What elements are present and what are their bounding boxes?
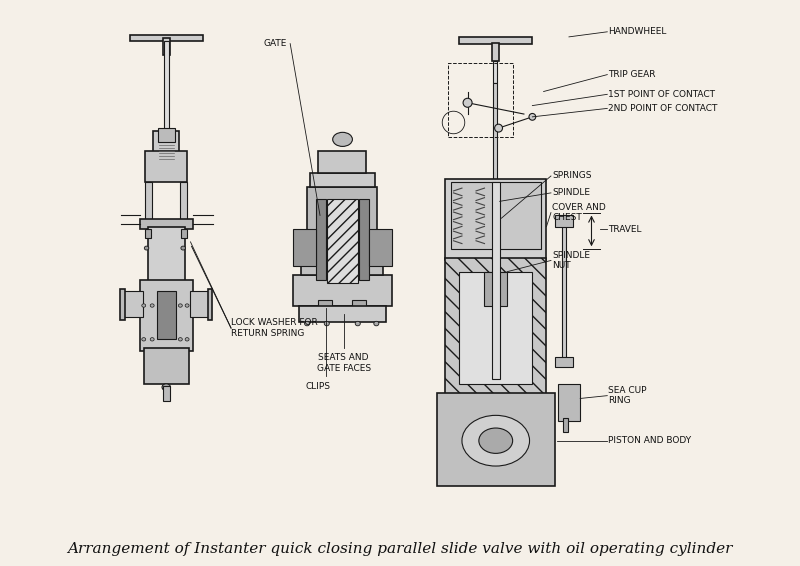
- Bar: [144, 348, 189, 384]
- Bar: [146, 229, 151, 238]
- Text: SEA CUP
RING: SEA CUP RING: [608, 386, 647, 405]
- Ellipse shape: [462, 415, 530, 466]
- Bar: [122, 291, 142, 317]
- Bar: [120, 289, 125, 320]
- Text: CLIPS: CLIPS: [306, 381, 331, 391]
- Bar: [130, 35, 203, 41]
- Text: PISTON AND BODY: PISTON AND BODY: [608, 436, 691, 445]
- Bar: [302, 243, 383, 275]
- Ellipse shape: [324, 321, 330, 326]
- Text: SPRINGS: SPRINGS: [552, 171, 591, 181]
- Bar: [492, 182, 500, 379]
- Bar: [298, 306, 386, 323]
- Bar: [562, 221, 566, 362]
- Text: LOCK WASHER FOR
RETURN SPRING: LOCK WASHER FOR RETURN SPRING: [231, 318, 318, 338]
- Text: TRIP GEAR: TRIP GEAR: [608, 70, 656, 79]
- Text: COVER AND
CHEST: COVER AND CHEST: [552, 203, 606, 222]
- Bar: [445, 258, 546, 396]
- Ellipse shape: [529, 113, 536, 120]
- Bar: [158, 128, 174, 142]
- Bar: [190, 291, 211, 317]
- Bar: [318, 300, 333, 308]
- Text: GATE: GATE: [264, 39, 287, 48]
- Ellipse shape: [142, 338, 146, 341]
- Ellipse shape: [150, 338, 154, 341]
- Ellipse shape: [162, 384, 170, 391]
- Bar: [493, 61, 498, 83]
- Bar: [163, 385, 170, 401]
- Bar: [140, 280, 193, 350]
- Bar: [164, 41, 169, 136]
- Text: 1ST POINT OF CONTACT: 1ST POINT OF CONTACT: [608, 90, 715, 99]
- Text: SPINDLE: SPINDLE: [552, 188, 590, 198]
- Bar: [146, 151, 187, 182]
- Bar: [154, 131, 179, 153]
- Bar: [558, 384, 580, 421]
- Ellipse shape: [178, 304, 182, 307]
- Ellipse shape: [178, 338, 182, 341]
- Text: TRAVEL: TRAVEL: [608, 225, 642, 234]
- Bar: [293, 275, 391, 306]
- Ellipse shape: [181, 246, 186, 250]
- Bar: [208, 289, 213, 320]
- Bar: [450, 182, 541, 249]
- Bar: [293, 229, 315, 266]
- Bar: [459, 37, 532, 44]
- Ellipse shape: [185, 304, 189, 307]
- Bar: [369, 229, 391, 266]
- Bar: [359, 199, 369, 280]
- Ellipse shape: [374, 321, 379, 326]
- Bar: [493, 83, 498, 182]
- Bar: [157, 291, 176, 340]
- Bar: [148, 226, 185, 283]
- Bar: [318, 151, 366, 173]
- Bar: [307, 187, 378, 243]
- Text: Arrangement of Instanter quick closing parallel slide valve with oil operating c: Arrangement of Instanter quick closing p…: [67, 542, 733, 556]
- Bar: [163, 38, 170, 55]
- Ellipse shape: [333, 132, 353, 147]
- Bar: [180, 182, 187, 226]
- Ellipse shape: [494, 124, 502, 132]
- Bar: [445, 179, 546, 260]
- Ellipse shape: [150, 304, 154, 307]
- Bar: [182, 229, 187, 238]
- Bar: [315, 199, 326, 280]
- Bar: [485, 272, 507, 306]
- Ellipse shape: [142, 304, 146, 307]
- Text: SPINDLE
NUT: SPINDLE NUT: [552, 251, 590, 270]
- Bar: [563, 418, 568, 432]
- Bar: [352, 300, 366, 308]
- Bar: [437, 393, 555, 486]
- Bar: [459, 272, 532, 384]
- Ellipse shape: [463, 98, 472, 108]
- Bar: [492, 42, 498, 61]
- Bar: [555, 357, 573, 367]
- Bar: [555, 216, 573, 226]
- Text: SEATS AND
GATE FACES: SEATS AND GATE FACES: [317, 353, 370, 373]
- Bar: [326, 199, 358, 283]
- Ellipse shape: [479, 428, 513, 453]
- Bar: [140, 220, 193, 229]
- Text: HANDWHEEL: HANDWHEEL: [608, 27, 666, 36]
- Ellipse shape: [144, 246, 149, 250]
- Text: 2ND POINT OF CONTACT: 2ND POINT OF CONTACT: [608, 104, 718, 113]
- Bar: [146, 182, 152, 226]
- Ellipse shape: [305, 321, 310, 326]
- Bar: [448, 63, 513, 136]
- Ellipse shape: [185, 338, 189, 341]
- Bar: [310, 173, 374, 187]
- Ellipse shape: [355, 321, 360, 326]
